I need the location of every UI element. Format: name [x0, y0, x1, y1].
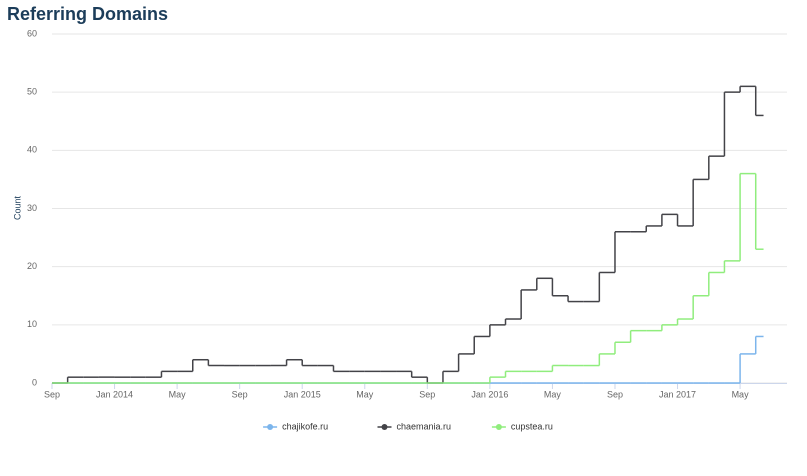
x-tick-label: Jan 2015 — [284, 389, 321, 399]
legend-label: chaemania.ru — [397, 421, 452, 431]
y-axis-title: Count — [12, 196, 22, 221]
legend-marker — [381, 424, 388, 430]
y-tick-label: 30 — [27, 203, 37, 213]
legend-marker — [267, 424, 274, 430]
y-tick-label: 20 — [27, 261, 37, 271]
y-tick-label: 40 — [27, 145, 37, 155]
x-tick-label: Jan 2014 — [96, 389, 133, 399]
x-tick-label: Jan 2017 — [659, 389, 696, 399]
y-tick-label: 60 — [27, 28, 37, 38]
x-tick-label: May — [544, 389, 562, 399]
chart-title: Referring Domains — [7, 4, 168, 24]
legend-label: chajikofe.ru — [282, 421, 328, 431]
x-tick-label: May — [169, 389, 187, 399]
x-tick-label: May — [732, 389, 750, 399]
y-tick-label: 10 — [27, 319, 37, 329]
y-tick-label: 0 — [32, 377, 37, 387]
x-tick-label: Sep — [44, 389, 60, 399]
legend-label: cupstea.ru — [511, 421, 553, 431]
x-tick-label: Sep — [419, 389, 435, 399]
x-tick-label: Jan 2016 — [471, 389, 508, 399]
x-tick-label: Sep — [607, 389, 623, 399]
legend-marker — [495, 424, 502, 430]
x-tick-label: May — [356, 389, 374, 399]
y-tick-label: 50 — [27, 87, 37, 97]
x-tick-label: Sep — [232, 389, 248, 399]
